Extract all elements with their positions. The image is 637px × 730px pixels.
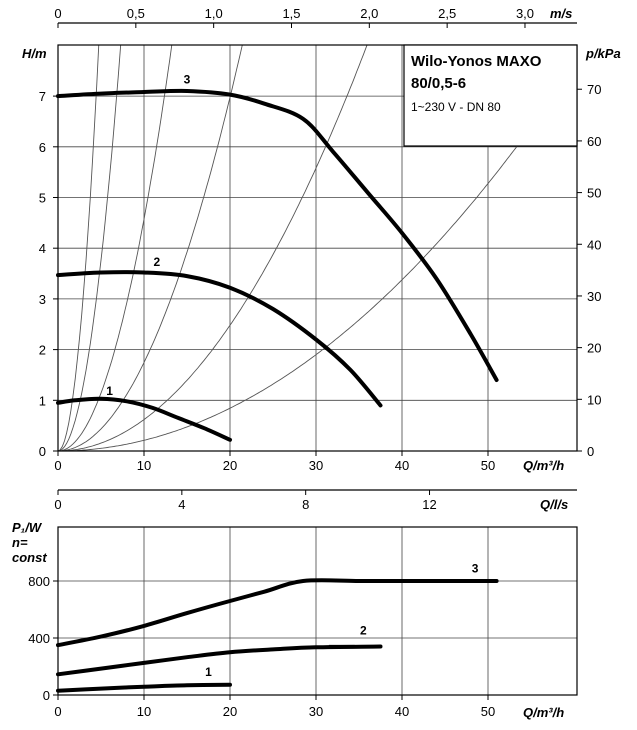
lower-grid bbox=[58, 527, 577, 695]
upper-y-tick-label: 6 bbox=[39, 140, 46, 155]
lower-y-tick-label: 0 bbox=[43, 688, 50, 703]
upper-top-tick-label: 2,0 bbox=[360, 6, 378, 21]
lower-y-axis-label-line3: const bbox=[12, 550, 47, 565]
power-curve-3 bbox=[56, 578, 499, 648]
pump-curve-1 bbox=[56, 396, 232, 442]
lower-x-tick-label: 40 bbox=[395, 704, 409, 719]
upper-y-tick-label: 1 bbox=[39, 393, 46, 408]
lower-x-axis-label: Q/m³/h bbox=[523, 705, 564, 720]
lower-top-tick-label: 8 bbox=[302, 497, 309, 512]
upper-y-axis-label: H/m bbox=[22, 46, 47, 61]
upper-top-axis-label: m/s bbox=[550, 6, 572, 21]
system-curve bbox=[58, 45, 182, 451]
upper-curve-label-2: 2 bbox=[154, 255, 161, 269]
system-curve bbox=[58, 45, 126, 451]
upper-top-tick-label: 1,5 bbox=[282, 6, 300, 21]
upper-y-tick-label: 5 bbox=[39, 191, 46, 206]
pump-curve-2 bbox=[56, 270, 383, 408]
upper-top-tick-label: 1,0 bbox=[205, 6, 223, 21]
pump-curve-3 bbox=[56, 88, 499, 382]
lower-curve-labels: 1 2 3 bbox=[205, 561, 479, 678]
lower-y-tick-label: 800 bbox=[28, 574, 50, 589]
system-curve bbox=[58, 45, 255, 451]
lower-y-axis-label: P₁/W bbox=[12, 520, 43, 535]
lower-plot-frame bbox=[57, 526, 578, 696]
upper-x-tick-label: 0 bbox=[54, 458, 61, 473]
upper-top-tick-label: 0 bbox=[54, 6, 61, 21]
upper-system-curves bbox=[58, 45, 575, 451]
chart-subtitle: 1~230 V - DN 80 bbox=[411, 100, 501, 114]
chart-title-line2: 80/0,5-6 bbox=[411, 75, 466, 92]
upper-curve-labels: 1 2 3 bbox=[106, 72, 190, 398]
upper-x-tick-label: 50 bbox=[481, 458, 495, 473]
lower-top-axis-label: Q/l/s bbox=[540, 497, 568, 512]
upper-y2-tick-label: 50 bbox=[587, 186, 601, 201]
lower-series bbox=[56, 578, 499, 693]
upper-y2-tick-label: 0 bbox=[587, 444, 594, 459]
title-box bbox=[403, 44, 578, 147]
upper-y2-axis-label: p/kPa bbox=[585, 46, 621, 61]
upper-top-tick-label: 0,5 bbox=[127, 6, 145, 21]
upper-curve-label-1: 1 bbox=[106, 384, 113, 398]
lower-top-tick-label: 4 bbox=[178, 497, 185, 512]
upper-y2-tick-label: 20 bbox=[587, 341, 601, 356]
lower-curve-label-2: 2 bbox=[360, 623, 367, 637]
lower-top-tick-label: 0 bbox=[54, 497, 61, 512]
upper-x-axis-label: Q/m³/h bbox=[523, 458, 564, 473]
upper-x-tick-label: 20 bbox=[223, 458, 237, 473]
system-curve bbox=[58, 45, 388, 451]
upper-series bbox=[56, 88, 499, 442]
lower-x-tick-label: 30 bbox=[309, 704, 323, 719]
lower-x-tick-label: 0 bbox=[54, 704, 61, 719]
lower-curve-label-1: 1 bbox=[205, 665, 212, 679]
lower-x-tick-label: 20 bbox=[223, 704, 237, 719]
lower-x-tick-label: 50 bbox=[481, 704, 495, 719]
lower-top-tick-label: 12 bbox=[422, 497, 436, 512]
lower-curve-label-3: 3 bbox=[472, 561, 479, 575]
upper-y-tick-label: 2 bbox=[39, 343, 46, 358]
upper-y-tick-label: 0 bbox=[39, 444, 46, 459]
upper-grid bbox=[58, 45, 577, 451]
upper-y2-tick-label: 30 bbox=[587, 289, 601, 304]
upper-y-tick-label: 3 bbox=[39, 292, 46, 307]
upper-top-tick-label: 3,0 bbox=[516, 6, 534, 21]
chart-title: Wilo-Yonos MAXO bbox=[411, 53, 542, 70]
upper-y2-tick-label: 10 bbox=[587, 392, 601, 407]
power-curve-1 bbox=[56, 682, 232, 693]
upper-x-tick-label: 10 bbox=[137, 458, 151, 473]
upper-curve-label-3: 3 bbox=[184, 72, 191, 86]
lower-x-tick-label: 10 bbox=[137, 704, 151, 719]
lower-y-axis-label-line2: n= bbox=[12, 535, 28, 550]
upper-x-tick-label: 40 bbox=[395, 458, 409, 473]
upper-y2-tick-label: 40 bbox=[587, 237, 601, 252]
upper-y2-tick-label: 70 bbox=[587, 82, 601, 97]
upper-y-tick-label: 7 bbox=[39, 89, 46, 104]
power-curve-2 bbox=[56, 644, 383, 677]
system-curve bbox=[58, 45, 104, 451]
system-curve bbox=[58, 65, 575, 451]
upper-y2-tick-label: 60 bbox=[587, 134, 601, 149]
lower-y-tick-label: 400 bbox=[28, 631, 50, 646]
upper-top-tick-label: 2,5 bbox=[438, 6, 456, 21]
upper-x-tick-label: 30 bbox=[309, 458, 323, 473]
upper-y-tick-label: 4 bbox=[39, 241, 46, 256]
